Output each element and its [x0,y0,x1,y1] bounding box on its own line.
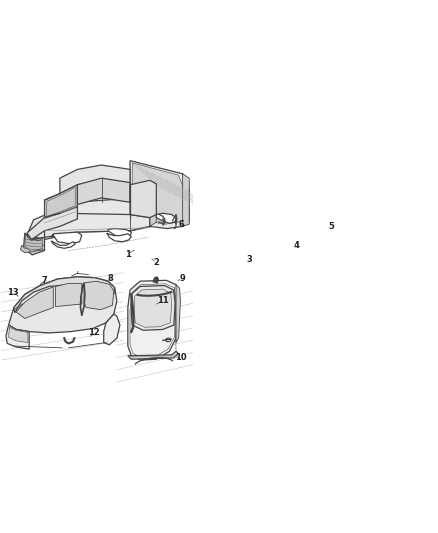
Polygon shape [127,280,178,360]
Polygon shape [77,178,130,205]
Polygon shape [9,277,117,333]
Polygon shape [14,277,114,313]
Text: 10: 10 [175,353,187,362]
Text: 6: 6 [178,220,184,229]
Polygon shape [21,245,44,253]
Polygon shape [27,207,77,239]
Text: 12: 12 [88,328,100,337]
Polygon shape [25,235,42,252]
Text: 4: 4 [293,241,299,250]
Polygon shape [131,286,175,330]
Polygon shape [55,284,81,306]
Polygon shape [176,285,180,343]
Polygon shape [9,327,28,343]
Polygon shape [130,180,156,217]
Polygon shape [106,233,131,242]
Polygon shape [44,185,77,217]
Polygon shape [24,233,44,255]
Text: 1: 1 [124,249,131,259]
Polygon shape [182,174,189,227]
Polygon shape [51,232,81,244]
Polygon shape [6,325,29,349]
Polygon shape [44,213,149,237]
Polygon shape [149,196,156,227]
Polygon shape [108,229,131,237]
Text: 5: 5 [328,222,334,231]
Text: 2: 2 [153,259,159,267]
Polygon shape [127,351,178,359]
Polygon shape [156,213,176,223]
Polygon shape [84,281,113,310]
Text: 11: 11 [157,296,168,305]
Text: 3: 3 [246,255,252,264]
Polygon shape [60,165,130,193]
Text: 8: 8 [107,274,113,284]
Text: 7: 7 [42,276,47,285]
Polygon shape [103,314,120,345]
Polygon shape [46,188,75,216]
Polygon shape [51,241,75,248]
Polygon shape [16,287,53,318]
Polygon shape [27,198,149,239]
Polygon shape [134,289,171,327]
Polygon shape [132,163,184,224]
Text: 9: 9 [179,274,185,284]
Polygon shape [130,160,189,229]
Text: 13: 13 [7,288,19,297]
